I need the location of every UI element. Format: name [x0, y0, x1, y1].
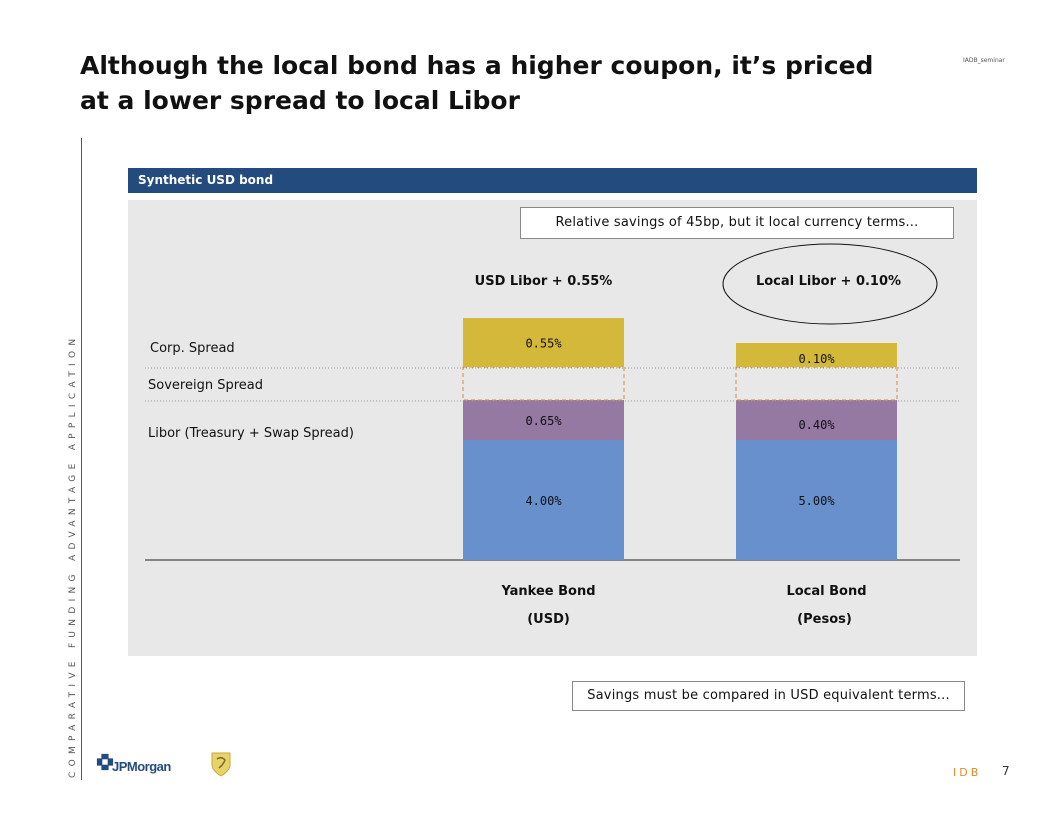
bar-libor-spread-0	[463, 400, 624, 440]
bar-corp-spread-1	[736, 343, 897, 367]
bar-base-rate-0	[463, 440, 624, 560]
bar-sovereign-spread-outline-1	[735, 366, 898, 401]
category-sublabel-1: (Pesos)	[797, 612, 852, 627]
bar-label-base-rate-0: 4.00%	[525, 494, 562, 508]
bar-label-base-rate-1: 5.00%	[798, 494, 835, 508]
callout-usd-equivalent: Savings must be compared in USD equivale…	[572, 681, 965, 711]
bar-sovereign-spread-outline-0	[462, 366, 625, 401]
category-label-1: Local Bond	[786, 584, 866, 599]
footer-idb-label: IDB	[953, 766, 982, 779]
page-number: 7	[1002, 764, 1010, 778]
bar-label-corp-spread-0: 0.55%	[525, 337, 562, 351]
idb-shield-logo-icon	[211, 752, 231, 777]
page-title: Although the local bond has a higher cou…	[80, 48, 880, 118]
row-label-sovereign-spread: Sovereign Spread	[148, 378, 263, 393]
highlight-ellipse	[722, 243, 938, 325]
bar-libor-spread-1	[736, 400, 897, 440]
bar-label-corp-spread-1: 0.10%	[798, 352, 835, 366]
row-label-corp-spread: Corp. Spread	[150, 341, 235, 356]
row-label-libor: Libor (Treasury + Swap Spread)	[148, 426, 354, 441]
callout-relative-savings: Relative savings of 45bp, but it local c…	[520, 207, 954, 239]
bar-base-rate-1	[736, 440, 897, 560]
title-line-2: at a lower spread to local Libor	[80, 86, 520, 115]
seminar-tag: IADB_seminar	[963, 57, 1005, 64]
bar-header-1: Local Libor + 0.10%	[756, 274, 901, 289]
jpmorgan-octagon-icon	[96, 753, 114, 771]
category-label-0: Yankee Bond	[500, 584, 595, 599]
side-divider	[81, 138, 82, 780]
jpmorgan-logo-text: JPMorgan	[112, 759, 171, 774]
bar-label-libor-spread-1: 0.40%	[798, 418, 835, 432]
jpmorgan-logo: JPMorgan	[96, 751, 196, 781]
section-header-bar: Synthetic USD bond	[128, 168, 977, 193]
title-line-1: Although the local bond has a higher cou…	[80, 51, 874, 80]
bar-corp-spread-0	[463, 318, 624, 367]
bar-label-libor-spread-0: 0.65%	[525, 414, 562, 428]
bar-header-0: USD Libor + 0.55%	[475, 274, 613, 289]
category-sublabel-0: (USD)	[527, 612, 570, 627]
